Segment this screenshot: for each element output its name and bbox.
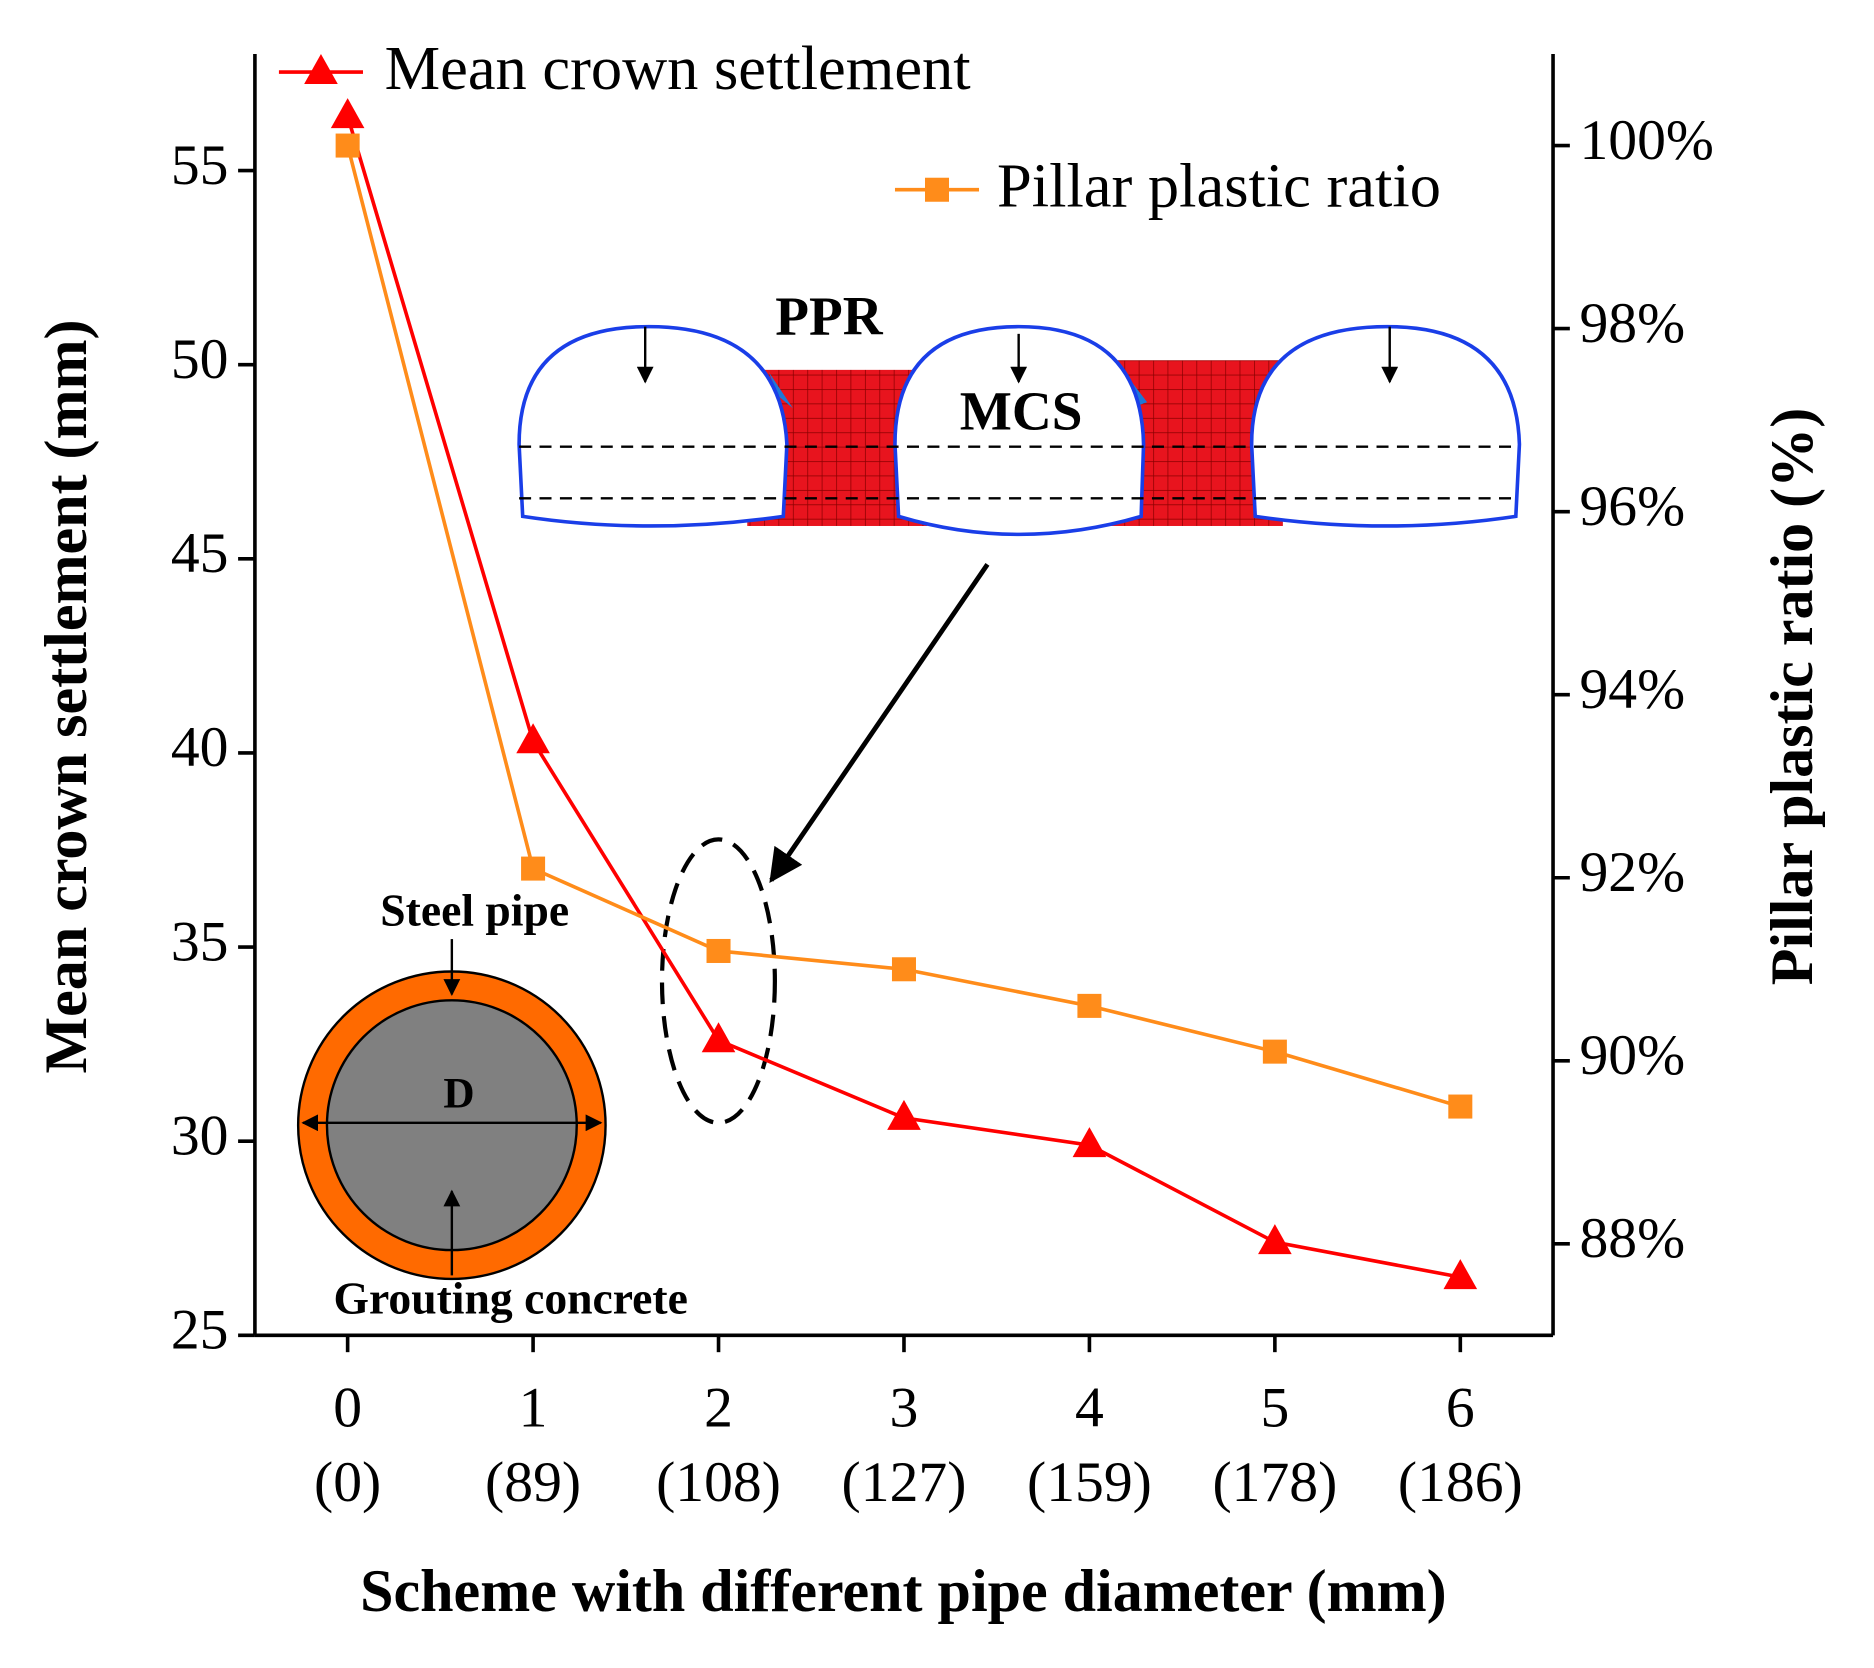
y-tick-label: 55 <box>171 134 229 197</box>
y2-tick-label: 92% <box>1579 841 1685 904</box>
marker <box>1077 993 1102 1018</box>
marker <box>1258 1224 1292 1255</box>
marker <box>1448 1094 1473 1119</box>
marker <box>521 856 546 881</box>
y-tick-label: 50 <box>171 328 229 391</box>
y-tick-label: 35 <box>171 910 229 973</box>
y2-tick-label: 98% <box>1579 292 1685 355</box>
y2-tick-label: 90% <box>1579 1024 1685 1087</box>
x-tick-sublabel: (159) <box>1027 1451 1152 1514</box>
x-tick-label: 3 <box>890 1377 919 1440</box>
x-tick-label: 0 <box>333 1377 362 1440</box>
x-tick-label: 6 <box>1446 1377 1475 1440</box>
legend-label: Mean crown settlement <box>385 33 971 103</box>
marker <box>1443 1259 1478 1290</box>
y2-tick-label: 88% <box>1579 1207 1685 1270</box>
y-axis-label: Mean crown settlement (mm) <box>32 319 99 1073</box>
tunnel-diagram <box>517 324 1522 1125</box>
marker <box>335 133 360 158</box>
y2-tick-label: 96% <box>1579 475 1685 538</box>
y-tick-label: 40 <box>171 716 229 779</box>
marker <box>706 938 731 963</box>
marker <box>330 98 365 129</box>
x-axis-label: Scheme with different pipe diameter (mm) <box>360 1557 1446 1624</box>
annotation: D <box>443 1070 474 1118</box>
y-tick-label: 45 <box>171 522 229 585</box>
y2-tick-label: 94% <box>1579 658 1685 721</box>
annotation: PPR <box>775 286 883 347</box>
x-tick-label: 2 <box>704 1377 733 1440</box>
y-tick-label: 30 <box>171 1104 229 1167</box>
marker <box>1262 1039 1287 1064</box>
y2-axis-label: Pillar plastic ratio (%) <box>1758 408 1825 985</box>
x-tick-label: 1 <box>519 1377 548 1440</box>
x-tick-sublabel: (178) <box>1212 1451 1337 1514</box>
annotation: Grouting concrete <box>334 1272 688 1323</box>
x-tick-sublabel: (186) <box>1398 1451 1523 1514</box>
legend-marker <box>924 177 950 202</box>
y-tick-label: 25 <box>171 1299 229 1362</box>
x-tick-sublabel: (89) <box>485 1451 581 1514</box>
pipe-diagram <box>296 939 607 1281</box>
x-tick-label: 5 <box>1260 1377 1289 1440</box>
x-tick-sublabel: (108) <box>656 1451 781 1514</box>
marker <box>887 1099 921 1130</box>
x-tick-label: 4 <box>1075 1377 1104 1440</box>
marker <box>701 1022 736 1053</box>
x-tick-sublabel: (0) <box>314 1451 381 1514</box>
marker <box>516 723 550 754</box>
marker <box>891 957 916 982</box>
x-tick-sublabel: (127) <box>842 1451 967 1514</box>
annotation: Steel pipe <box>380 885 569 936</box>
annotation: MCS <box>960 380 1083 441</box>
legend-marker <box>304 54 338 85</box>
y2-tick-label: 100% <box>1579 109 1713 172</box>
legend-label: Pillar plastic ratio <box>997 150 1441 220</box>
marker <box>1072 1127 1107 1158</box>
